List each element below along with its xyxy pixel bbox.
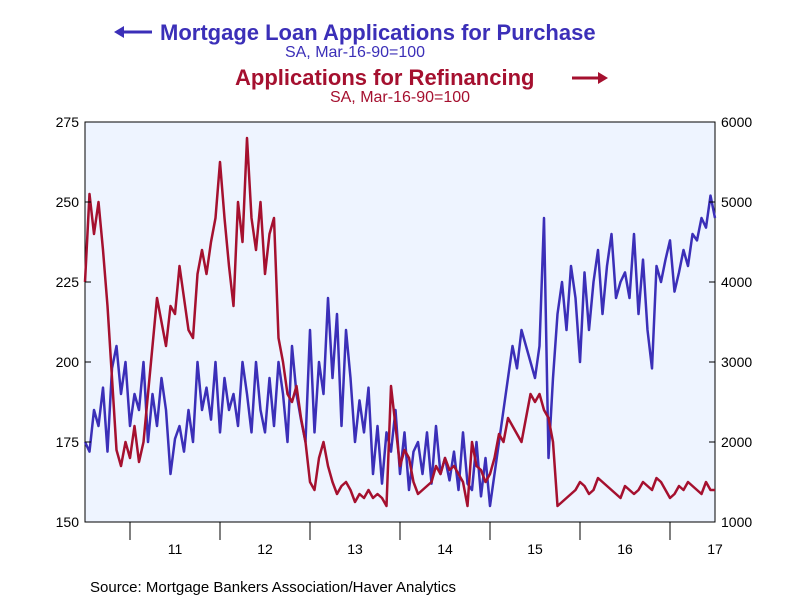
y-left-tick-label: 175 [56,434,80,450]
subtitle-purchase: SA, Mar-16-90=100 [285,44,425,61]
x-tick-label: 11 [168,541,183,557]
y-right-tick-label: 3000 [721,354,752,370]
y-right-tick-label: 6000 [721,114,752,130]
right-arrow-icon [598,72,608,84]
series-layer [83,136,717,508]
title-refi: Applications for Refinancing [235,65,534,90]
axis-layer: 275 250 225 200 175 150 6000 5000 4000 3000 2000 10… [56,114,753,557]
legend-refi: Applications for Refinancing SA, Mar-16-… [235,65,608,106]
y-left-tick-label: 275 [56,114,80,130]
subtitle-refi: SA, Mar-16-90=100 [330,89,470,106]
x-tick-label: 17 [707,541,723,557]
y-right-tick-label: 5000 [721,194,752,210]
series-line-refi [83,136,715,508]
y-left-tick-label: 150 [56,514,80,530]
y-right-tick-label: 2000 [721,434,752,450]
y-left-tick-label: 250 [56,194,80,210]
legend-purchase: Mortgage Loan Applications for Purchase … [114,20,596,61]
y-right-tick-label: 4000 [721,274,752,290]
x-tick-label: 16 [617,541,633,557]
x-tick-label: 12 [257,541,273,557]
title-purchase: Mortgage Loan Applications for Purchase [160,20,596,45]
y-left-tick-label: 200 [56,354,80,370]
x-tick-label: 15 [527,541,543,557]
x-tick-label: 13 [347,541,363,557]
series-line-purchase [83,194,717,508]
source-note: Source: Mortgage Bankers Association/Hav… [90,579,456,596]
left-arrow-icon [114,26,124,38]
y-left-tick-label: 225 [56,274,80,290]
x-tick-label: 14 [437,541,453,557]
y-right-tick-label: 1000 [721,514,752,530]
